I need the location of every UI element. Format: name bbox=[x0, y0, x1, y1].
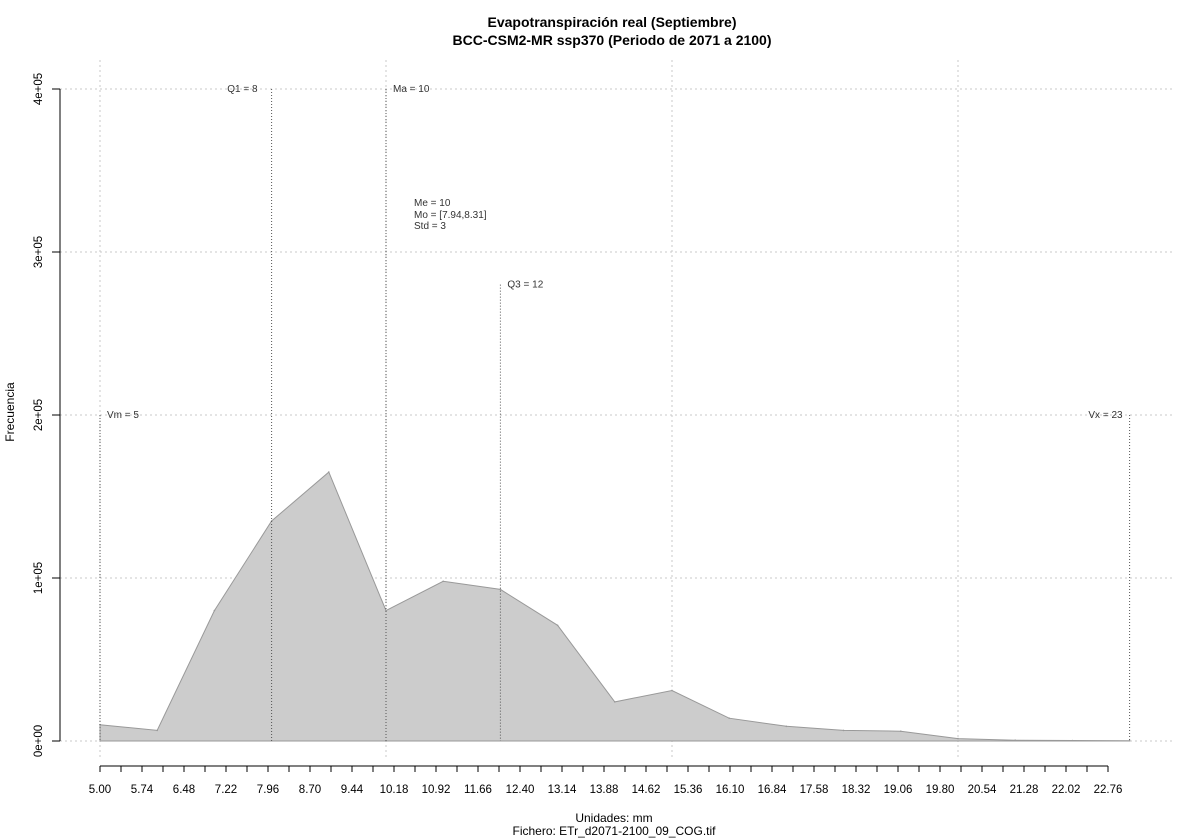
x-tick-label-23: 22.02 bbox=[1052, 784, 1081, 796]
x-tick-label-5: 8.70 bbox=[299, 784, 321, 796]
x-tick-label-6: 9.44 bbox=[341, 784, 364, 796]
stat-mode: Mo = [7.94,8.31] bbox=[414, 210, 487, 221]
x-tick-label-21: 20.54 bbox=[968, 784, 997, 796]
annotation-label-q3: Q3 = 12 bbox=[507, 280, 543, 291]
x-tick-label-7: 10.18 bbox=[380, 784, 409, 796]
data-point-17 bbox=[1071, 739, 1074, 742]
y-tick-label-4: 4e+05 bbox=[33, 73, 45, 105]
data-point-16 bbox=[1014, 739, 1016, 741]
x-tick-label-22: 21.28 bbox=[1010, 784, 1039, 796]
y-tick-label-1: 1e+05 bbox=[33, 562, 45, 594]
x-tick-label-2: 6.48 bbox=[173, 784, 195, 796]
x-tick-label-18: 18.32 bbox=[842, 784, 871, 796]
data-point-18 bbox=[1128, 739, 1131, 742]
x-tick-label-9: 11.66 bbox=[464, 784, 492, 796]
x-tick-label-15: 16.10 bbox=[716, 784, 745, 796]
data-point-4 bbox=[328, 471, 330, 473]
data-point-2 bbox=[213, 609, 216, 612]
x-tick-label-0: 5.00 bbox=[89, 784, 111, 796]
chart-subtitle: BCC-CSM2-MR ssp370 (Periodo de 2071 a 21… bbox=[453, 32, 772, 48]
x-tick-label-11: 13.14 bbox=[548, 784, 577, 796]
x-tick-label-3: 7.22 bbox=[215, 784, 237, 796]
stat-median: Me = 10 bbox=[414, 198, 451, 209]
data-point-10 bbox=[671, 689, 673, 692]
data-point-12 bbox=[785, 725, 788, 728]
annotation-label-q1: Q1 = 8 bbox=[227, 84, 258, 95]
x-tick-label-1: 5.74 bbox=[131, 784, 154, 796]
data-point-15 bbox=[957, 737, 959, 740]
y-tick-label-3: 3e+05 bbox=[33, 236, 45, 268]
x-axis-label: Unidades: mm bbox=[575, 811, 652, 825]
annotation-label-vx: Vx = 23 bbox=[1088, 410, 1123, 421]
x-tick-label-12: 13.88 bbox=[590, 784, 619, 796]
x-tick-label-14: 15.36 bbox=[674, 784, 703, 796]
x-tick-label-17: 17.58 bbox=[800, 784, 829, 796]
x-tick-label-4: 7.96 bbox=[257, 784, 279, 796]
x-tick-label-13: 14.62 bbox=[632, 784, 661, 796]
x-tick-label-20: 19.80 bbox=[926, 784, 955, 796]
file-label: Fichero: ETr_d2071-2100_09_COG.tif bbox=[513, 824, 717, 838]
x-tick-label-16: 16.84 bbox=[758, 784, 787, 796]
y-axis-label: Frecuencia bbox=[3, 382, 17, 442]
x-tick-label-8: 10.92 bbox=[422, 784, 451, 796]
data-point-7 bbox=[499, 588, 502, 591]
annotation-label-ma: Ma = 10 bbox=[393, 84, 430, 95]
data-point-1 bbox=[156, 729, 158, 732]
area-fill bbox=[99, 471, 1131, 742]
data-point-13 bbox=[842, 729, 845, 732]
chart-title: Evapotranspiración real (Septiembre) bbox=[488, 14, 737, 30]
data-point-8 bbox=[556, 624, 559, 627]
annotation-lines: Vm = 5 Q1 = 8 Ma = 10 Q3 = 12 Vx = 23 bbox=[99, 84, 1131, 741]
y-tick-label-0: 0e+00 bbox=[33, 725, 45, 757]
data-area bbox=[99, 471, 1131, 742]
x-tick-label-10: 12.40 bbox=[506, 784, 535, 796]
data-point-11 bbox=[728, 717, 730, 719]
y-tick-label-2: 2e+05 bbox=[33, 399, 45, 431]
axes: 0e+00 1e+05 2e+05 3e+05 4e+05 5.00 5.74 6.48 7.2… bbox=[33, 73, 1122, 796]
x-tick-label-24: 22.76 bbox=[1094, 784, 1123, 796]
data-point-6 bbox=[442, 580, 445, 583]
data-point-9 bbox=[614, 701, 616, 703]
stat-std: Std = 3 bbox=[414, 221, 446, 232]
annotation-label-vm: Vm = 5 bbox=[107, 410, 139, 421]
x-tick-label-19: 19.06 bbox=[884, 784, 913, 796]
data-point-14 bbox=[900, 730, 902, 733]
